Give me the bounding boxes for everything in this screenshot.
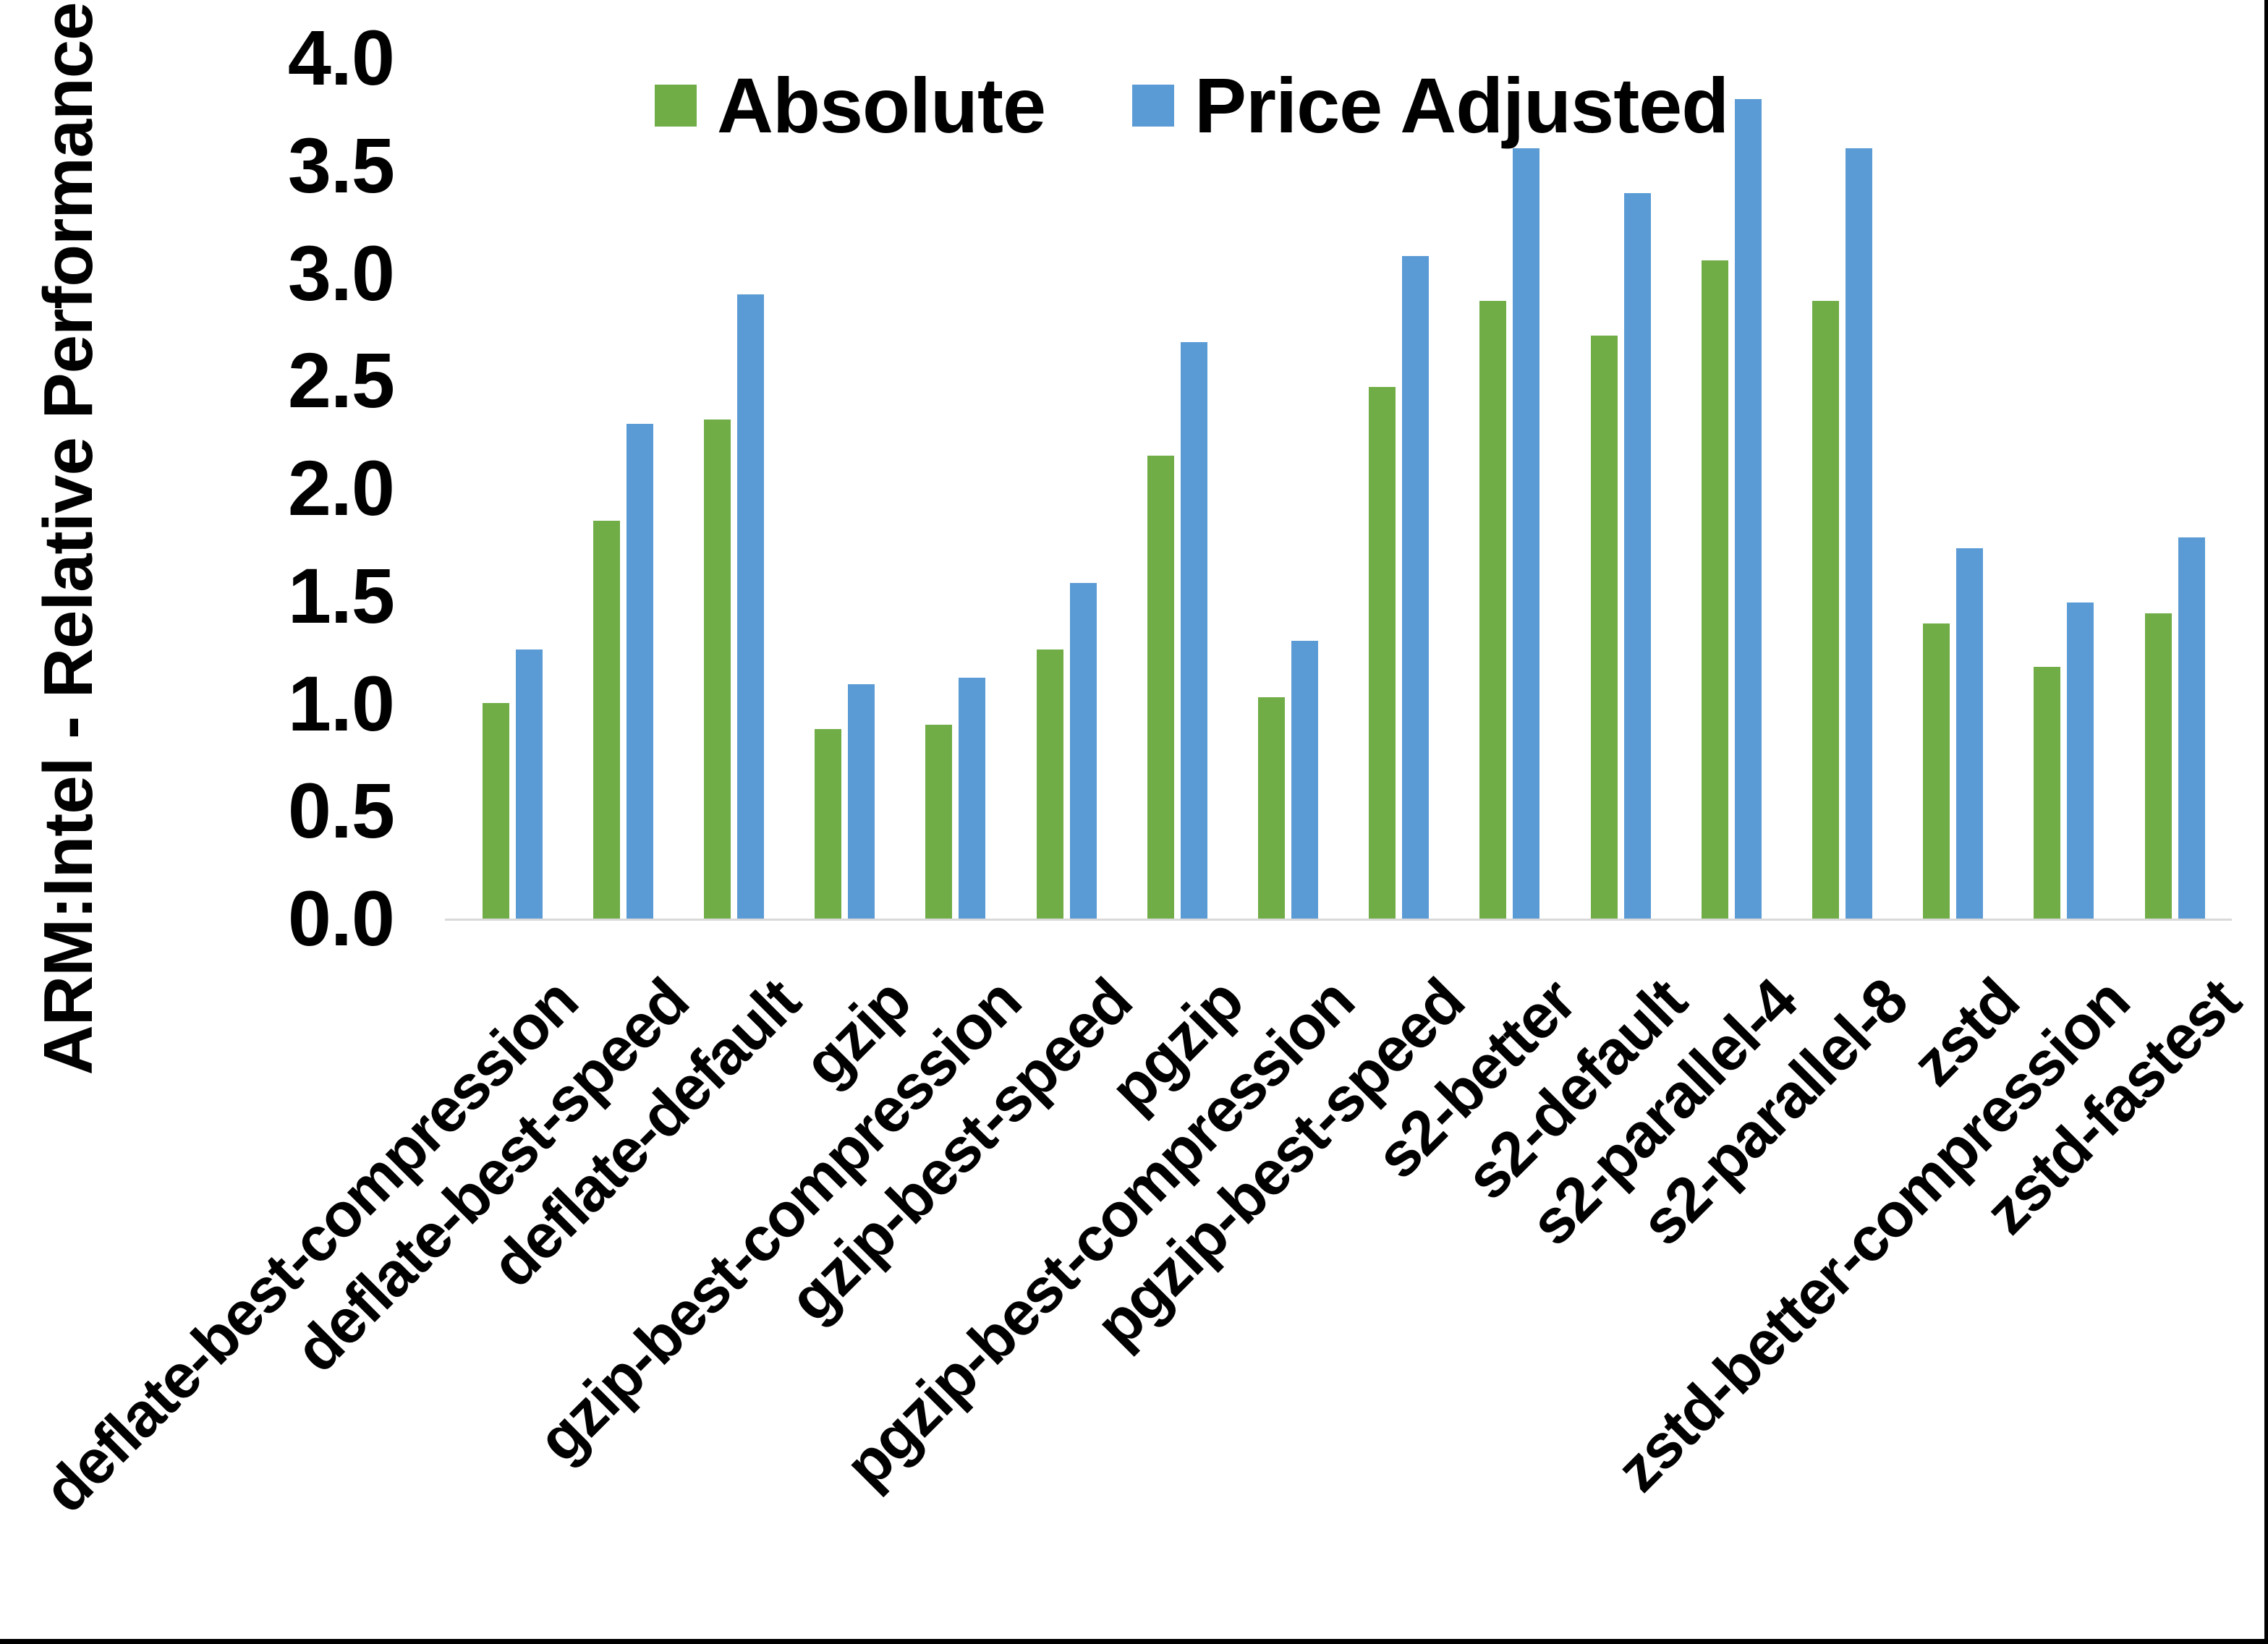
bar-absolute: [1812, 301, 1839, 919]
bar-group: [1701, 99, 1762, 919]
legend: Absolute Price Adjusted: [655, 60, 1729, 150]
bar-absolute: [2144, 613, 2172, 919]
bar-group: [1590, 193, 1651, 919]
bar-group: [1479, 148, 1540, 919]
y-tick-label: 4.0: [287, 14, 395, 101]
bar-group: [2144, 537, 2205, 919]
bar-price-adjusted: [1291, 641, 1318, 919]
bar-group: [815, 684, 875, 919]
y-tick-label: 3.5: [287, 121, 395, 209]
bar-absolute: [925, 725, 953, 919]
bar-group: [1147, 342, 1207, 919]
bar-price-adjusted: [1069, 583, 1097, 919]
bar-price-adjusted: [626, 424, 653, 919]
bar-absolute: [815, 729, 842, 919]
bar-price-adjusted: [1180, 342, 1207, 919]
bar-absolute: [2034, 667, 2061, 919]
y-tick-label: 2.5: [287, 336, 395, 425]
legend-swatch-absolute: [655, 84, 697, 127]
bar-group: [1369, 256, 1430, 919]
bar-price-adjusted: [1402, 256, 1430, 919]
bar-price-adjusted: [959, 678, 986, 919]
legend-label-absolute: Absolute: [717, 61, 1046, 149]
bar-price-adjusted: [1513, 148, 1540, 919]
bar-price-adjusted: [848, 684, 875, 919]
bar-group: [1257, 641, 1318, 919]
legend-swatch-price-adjusted: [1132, 84, 1175, 127]
y-axis-tick-labels: 0.0 0.5 1.0 1.5 2.0 2.5 3.0 3.5 4.0: [0, 0, 395, 1013]
bar-absolute: [593, 521, 620, 919]
bar-absolute: [1923, 623, 1950, 919]
bar-price-adjusted: [1845, 148, 1872, 919]
bar-group: [1036, 583, 1097, 919]
bar-absolute: [1036, 649, 1063, 919]
bar-price-adjusted: [2067, 602, 2094, 919]
x-axis-line: [445, 919, 2232, 921]
bar-absolute: [1701, 260, 1728, 919]
bar-absolute: [1590, 336, 1618, 919]
bar-price-adjusted: [1734, 99, 1762, 919]
bar-group: [703, 294, 764, 919]
bar-absolute: [1257, 697, 1285, 919]
y-tick-label: 0.5: [287, 767, 395, 855]
y-tick-label: 0.0: [287, 874, 395, 962]
bar-absolute: [1479, 301, 1507, 919]
bar-group: [482, 649, 543, 919]
y-tick-label: 1.5: [287, 551, 395, 639]
bar-group: [1812, 148, 1872, 919]
bar-price-adjusted: [2178, 537, 2205, 919]
bar-group: [925, 678, 986, 919]
x-axis-category-labels: deflate-best-compression deflate-best-spe…: [31, 966, 2254, 1638]
bar-absolute: [482, 703, 509, 919]
plot-area: [412, 58, 2232, 921]
bar-price-adjusted: [515, 649, 543, 919]
bar-absolute: [1369, 387, 1396, 919]
bar-absolute: [703, 419, 731, 919]
y-tick-label: 2.0: [287, 444, 395, 532]
legend-label-price-adjusted: Price Adjusted: [1194, 61, 1729, 149]
bar-price-adjusted: [1623, 193, 1651, 919]
y-tick-label: 1.0: [287, 659, 395, 747]
bar-group: [2034, 602, 2094, 919]
bar-group: [593, 424, 653, 919]
y-tick-label: 3.0: [287, 229, 395, 317]
bar-absolute: [1147, 456, 1174, 919]
bar-price-adjusted: [1956, 548, 1984, 919]
bar-group: [1923, 548, 1984, 919]
bar-price-adjusted: [736, 294, 764, 919]
